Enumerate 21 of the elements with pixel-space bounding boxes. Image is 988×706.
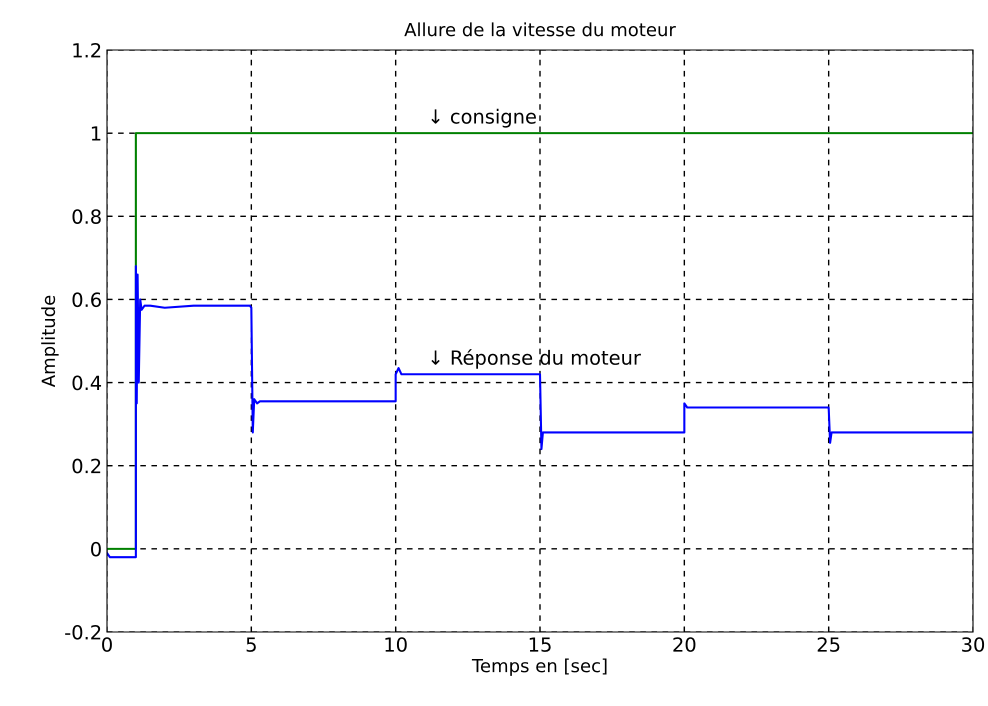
y-axis-title: Amplitude (41, 296, 59, 388)
y-tick-label: 1.2 (73, 42, 100, 58)
annotation: ↓ Réponse du moteur (431, 349, 641, 369)
y-tick-label: 0.6 (72, 292, 101, 308)
y-tick-label: -0.2 (65, 624, 100, 640)
chart-title: Allure de la vitesse du moteur (404, 22, 676, 36)
y-tick-label: 1 (92, 126, 100, 141)
annotation: ↓ consigne (431, 108, 536, 128)
x-tick-label: 10 (385, 637, 407, 652)
x-tick-label: 25 (818, 637, 840, 652)
line-series (107, 265, 973, 558)
x-tick-label: 30 (962, 637, 984, 652)
x-tick-label: 5 (246, 637, 256, 652)
x-tick-label: 0 (102, 637, 112, 652)
x-tick-label: 20 (673, 637, 696, 652)
y-tick-label: 0.8 (72, 209, 101, 224)
x-tick-label: 15 (530, 637, 551, 652)
y-tick-label: 0.4 (72, 376, 102, 390)
y-tick-label: 0 (91, 542, 101, 557)
x-axis-title: Temps en [sec] (472, 658, 606, 676)
y-tick-label: 0.2 (72, 458, 100, 474)
